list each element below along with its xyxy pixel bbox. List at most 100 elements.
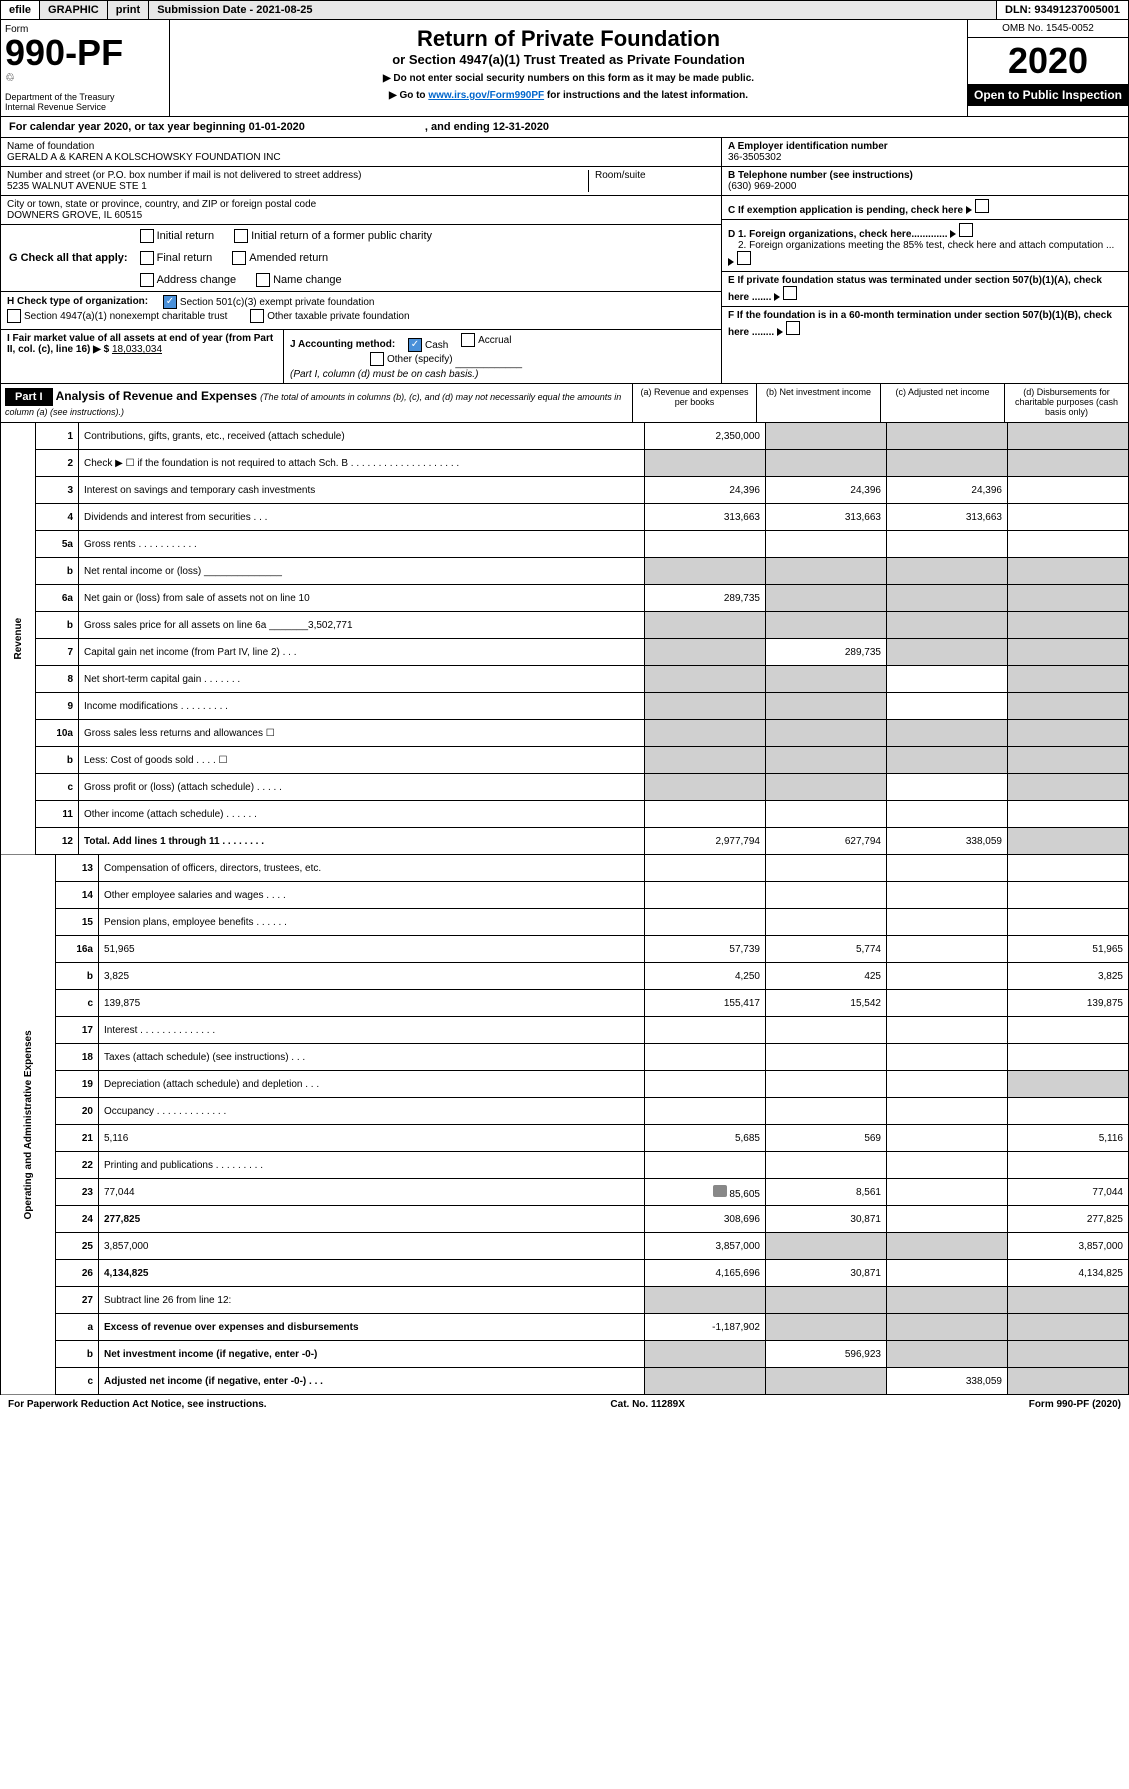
check-addr-change[interactable] [140,273,154,287]
cell-b [766,450,887,477]
check-4947[interactable] [7,309,21,323]
cell-d [1008,1017,1129,1044]
cell-b: 30,871 [766,1206,887,1233]
print-button[interactable]: print [108,1,149,19]
col-d: (d) Disbursements for charitable purpose… [1004,384,1128,422]
name-label: Name of foundation [7,141,715,152]
cell-d [1008,1071,1129,1098]
cell-a [645,1017,766,1044]
cell-a [645,1098,766,1125]
cell-a [645,612,766,639]
line-desc: 5,116 [99,1125,645,1152]
line-desc: Total. Add lines 1 through 11 . . . . . … [79,828,645,855]
cell-b [766,666,887,693]
cell-b [766,423,887,450]
check-501c3[interactable] [163,295,177,309]
cell-d [1008,1368,1129,1395]
tax-year: 2020 [968,38,1128,84]
cell-d [1008,828,1129,855]
check-amended[interactable] [232,251,246,265]
check-d1[interactable] [959,223,973,237]
line-num: 20 [56,1098,99,1125]
attachment-icon[interactable] [713,1185,727,1197]
line-num: 22 [56,1152,99,1179]
cell-c [887,1098,1008,1125]
cell-b: 289,735 [766,639,887,666]
cell-a [645,801,766,828]
check-f[interactable] [786,321,800,335]
line-desc: Net rental income or (loss) ____________… [79,558,645,585]
foundation-name: GERALD A & KAREN A KOLSCHOWSKY FOUNDATIO… [7,152,715,163]
line-num: 21 [56,1125,99,1152]
check-accrual[interactable] [461,333,475,347]
check-initial-former[interactable] [234,229,248,243]
line-desc: Depreciation (attach schedule) and deple… [99,1071,645,1098]
check-other-method[interactable] [370,352,384,366]
entity-info: Name of foundation GERALD A & KAREN A KO… [0,138,1129,384]
col-a: (a) Revenue and expenses per books [632,384,756,422]
cell-d [1008,1287,1129,1314]
addr-label: Number and street (or P.O. box number if… [7,170,588,181]
check-cash[interactable] [408,338,422,352]
cell-d [1008,720,1129,747]
cell-d [1008,612,1129,639]
form-number: 990-PF [5,35,165,71]
check-other-tax[interactable] [250,309,264,323]
line-desc: 139,875 [99,990,645,1017]
cell-b [766,1314,887,1341]
line-desc: Net investment income (if negative, ente… [99,1341,645,1368]
line-num: 15 [56,909,99,936]
omb-number: OMB No. 1545-0052 [968,20,1128,38]
cell-d [1008,801,1129,828]
cell-c [887,1179,1008,1206]
line-num: 19 [56,1071,99,1098]
cell-c [887,1152,1008,1179]
graphic-label: GRAPHIC [40,1,108,19]
check-name-change[interactable] [256,273,270,287]
cell-b [766,1017,887,1044]
check-final[interactable] [140,251,154,265]
line-num: 27 [56,1287,99,1314]
check-e[interactable] [783,286,797,300]
line-desc: 51,965 [99,936,645,963]
line-desc: 3,857,000 [99,1233,645,1260]
cell-b [766,693,887,720]
dept-label: Department of the Treasury Internal Reve… [5,92,165,112]
cell-b [766,1071,887,1098]
check-c[interactable] [975,199,989,213]
line-num: a [56,1314,99,1341]
line-desc: Interest . . . . . . . . . . . . . . [99,1017,645,1044]
cell-d: 3,857,000 [1008,1233,1129,1260]
cell-c [887,1314,1008,1341]
line-num: c [56,1368,99,1395]
line-desc: 4,134,825 [99,1260,645,1287]
cell-c [887,693,1008,720]
calendar-year-row: For calendar year 2020, or tax year begi… [0,117,1129,138]
cell-d [1008,531,1129,558]
cell-c [887,963,1008,990]
line-num: 4 [36,504,79,531]
line-num: b [56,1341,99,1368]
line-num: 23 [56,1179,99,1206]
cell-a [645,720,766,747]
line-desc: Compensation of officers, directors, tru… [99,855,645,882]
check-initial[interactable] [140,229,154,243]
page-footer: For Paperwork Reduction Act Notice, see … [0,1395,1129,1414]
cell-c [887,747,1008,774]
cell-a [645,1341,766,1368]
line-desc: Check ▶ ☐ if the foundation is not requi… [79,450,645,477]
line-num: 2 [36,450,79,477]
cell-b: 30,871 [766,1260,887,1287]
top-bar: efile GRAPHIC print Submission Date - 20… [0,0,1129,20]
cell-a: 5,685 [645,1125,766,1152]
cell-d [1008,558,1129,585]
irs-link[interactable]: www.irs.gov/Form990PF [428,90,544,101]
cell-a: 24,396 [645,477,766,504]
cell-c [887,423,1008,450]
line-num: 26 [56,1260,99,1287]
check-d2[interactable] [737,251,751,265]
cell-b: 24,396 [766,477,887,504]
cell-a [645,855,766,882]
line-num: 9 [36,693,79,720]
form-header: Form 990-PF ♲ Department of the Treasury… [0,20,1129,117]
